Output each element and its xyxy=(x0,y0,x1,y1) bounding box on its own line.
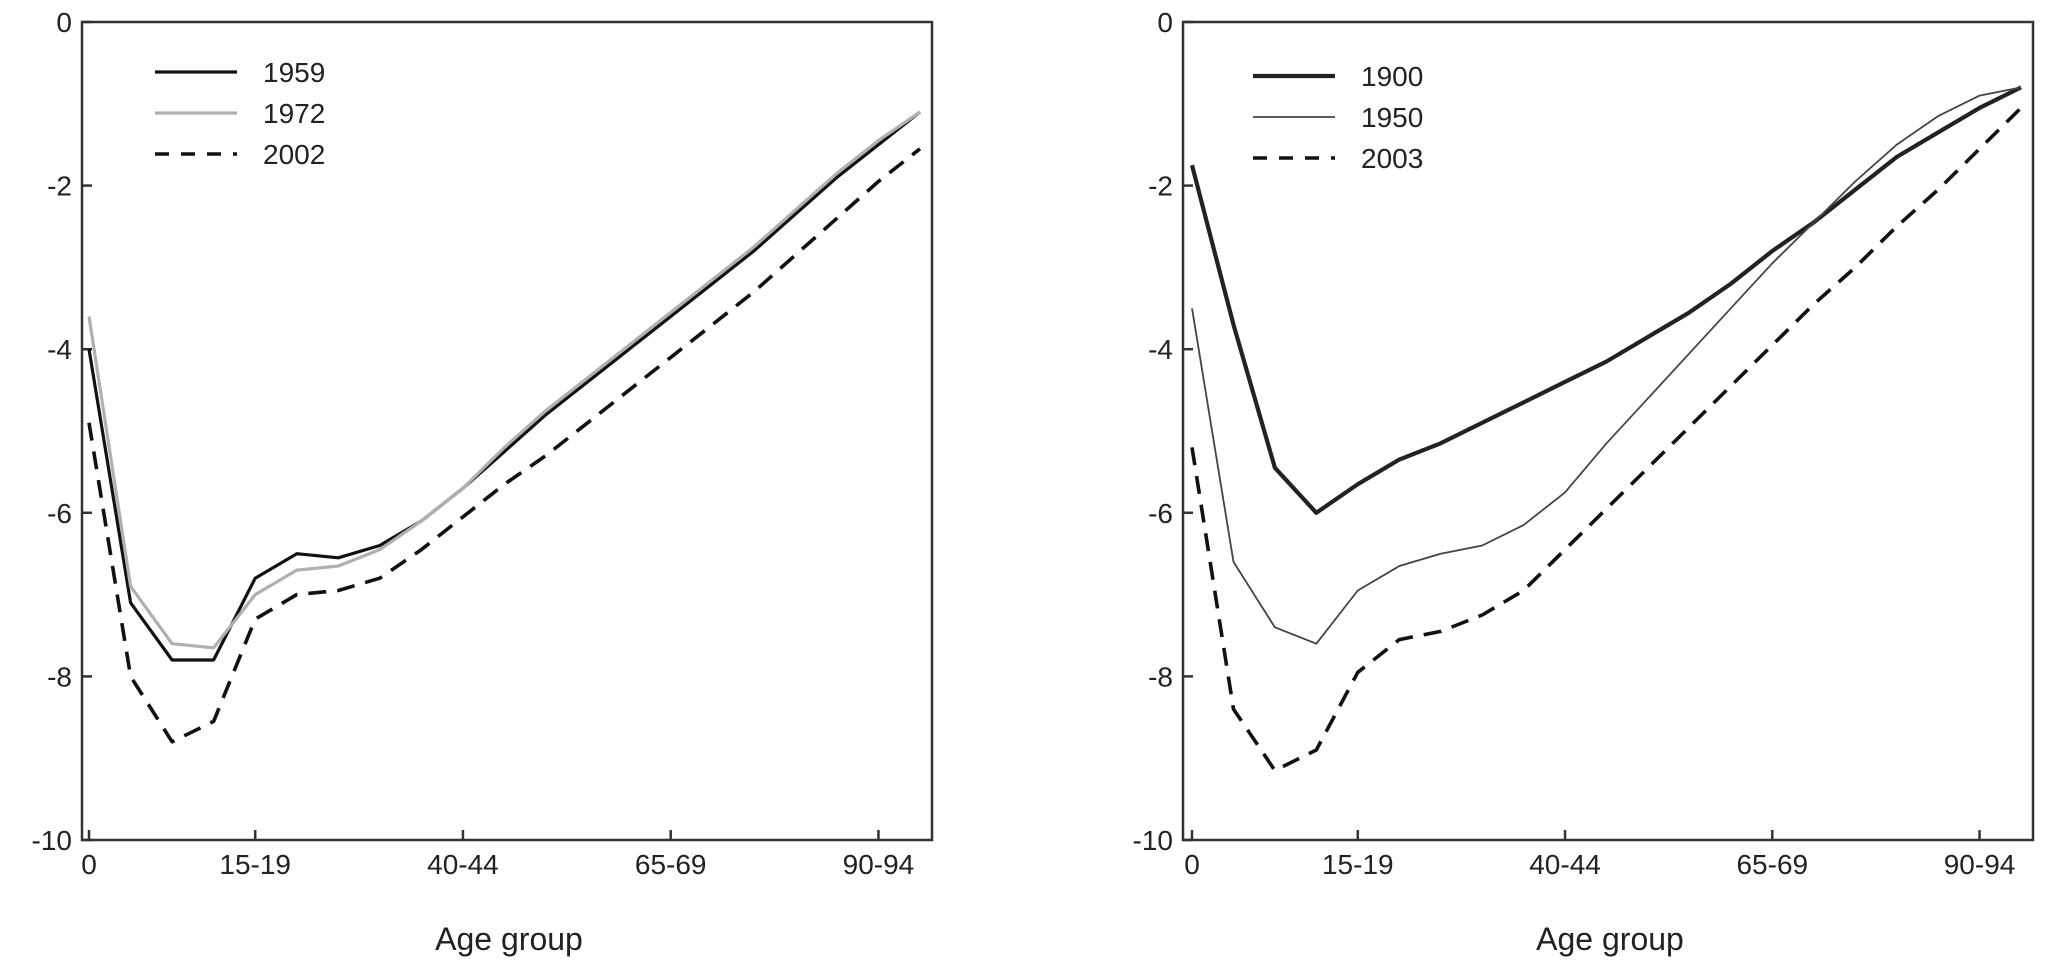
series-line-2003 xyxy=(1190,106,2023,773)
y-tick-label: -8 xyxy=(47,661,72,692)
y-tick-label: -2 xyxy=(1148,171,1173,202)
y-tick-label: -4 xyxy=(47,334,72,365)
y-tick-label: 0 xyxy=(56,7,72,38)
legend-label-2002: 2002 xyxy=(263,139,325,170)
x-tick-label: 90-94 xyxy=(843,849,915,880)
x-tick-label: 0 xyxy=(81,849,97,880)
x-axis-title: Age group xyxy=(435,921,583,957)
legend-label-1950: 1950 xyxy=(1361,102,1423,133)
chart-panel-2: 0 -2 -4 -6 -8 -10 0 15-19 40-44 65-69 90-94 Age gro… xyxy=(1133,7,2035,957)
y-tick-label: -6 xyxy=(47,498,72,529)
x-tick-label: 15-19 xyxy=(1322,849,1394,880)
x-tick-label: 65-69 xyxy=(635,849,707,880)
y-tick-label: 0 xyxy=(1157,7,1173,38)
series-line-2002 xyxy=(87,147,922,744)
y-tick-label: -10 xyxy=(1133,825,1173,856)
series-line-1950 xyxy=(1191,86,2022,645)
plot-frame xyxy=(80,20,934,842)
y-tick-label: -2 xyxy=(47,171,72,202)
x-axis-title: Age group xyxy=(1536,921,1684,957)
legend: 1900 1950 2003 xyxy=(1253,61,1423,174)
x-tick-label: 15-19 xyxy=(219,849,291,880)
y-tick-label: -4 xyxy=(1148,334,1173,365)
legend: 1959 1972 2002 xyxy=(155,57,325,170)
x-tick-label: 65-69 xyxy=(1736,849,1808,880)
x-tick-label: 0 xyxy=(1184,849,1200,880)
legend-label-2003: 2003 xyxy=(1361,143,1423,174)
chart-panel-1: 0 -2 -4 -6 -8 -10 0 15-19 40-44 65-69 90-94 Age gro… xyxy=(32,7,934,957)
series-line-1900 xyxy=(1189,85,2022,515)
legend-label-1959: 1959 xyxy=(263,57,325,88)
y-tick-label: -10 xyxy=(32,825,72,856)
x-tick-label: 40-44 xyxy=(1529,849,1601,880)
legend-label-1900: 1900 xyxy=(1361,61,1423,92)
plot-frame xyxy=(1181,20,2035,842)
x-tick-label: 40-44 xyxy=(427,849,499,880)
series-line-1972 xyxy=(87,110,921,650)
legend-label-1972: 1972 xyxy=(263,98,325,129)
x-tick-label: 90-94 xyxy=(1944,849,2016,880)
y-tick-label: -8 xyxy=(1148,661,1173,692)
series-line-1959 xyxy=(87,110,921,662)
y-tick-label: -6 xyxy=(1148,498,1173,529)
